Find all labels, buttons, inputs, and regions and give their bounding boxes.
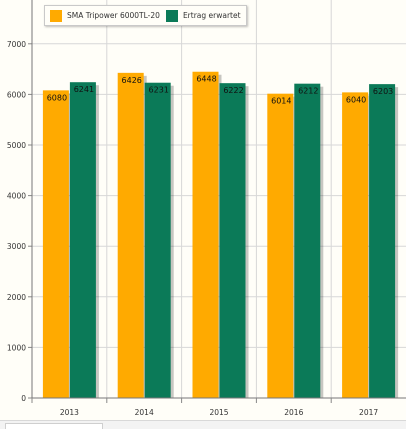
y-tick-label: 5000 xyxy=(7,141,26,150)
y-tick-label: 3000 xyxy=(7,242,26,251)
bar-sma-2013[interactable] xyxy=(42,90,69,399)
legend-item-sma[interactable]: SMA Tripower 6000TL-20 xyxy=(50,9,160,22)
axes: 0 1000 2000 3000 4000 5000 6000 7000 2013 2014 201… xyxy=(7,0,406,417)
y-tick-label: 7000 xyxy=(7,40,26,49)
bar-sma-2014[interactable] xyxy=(117,72,144,399)
bar-expected-2013[interactable] xyxy=(69,82,96,399)
bottom-tab[interactable] xyxy=(5,423,103,429)
y-tick-label: 1000 xyxy=(7,343,26,352)
legend-swatch-sma xyxy=(50,9,62,22)
bar-value-label: 6014 xyxy=(271,97,291,106)
bar-value-label: 6448 xyxy=(196,75,216,84)
bar-value-label: 6212 xyxy=(298,87,318,96)
bar-sma-2015[interactable] xyxy=(192,71,219,398)
bar-value-label: 6241 xyxy=(74,85,94,94)
x-tick-label: 2013 xyxy=(60,408,79,417)
bar-sma-2016[interactable] xyxy=(267,93,294,399)
bar-group-2014: 6426 6231 xyxy=(117,72,174,399)
bar-expected-2015[interactable] xyxy=(219,83,246,398)
x-tick-label: 2015 xyxy=(209,408,228,417)
y-tick-label: 4000 xyxy=(7,192,26,201)
bar-group-2015: 6448 6222 xyxy=(192,71,249,398)
bar-group-2013: 6080 6241 xyxy=(42,82,99,399)
legend-label-sma: SMA Tripower 6000TL-20 xyxy=(67,11,160,20)
x-tick-label: 2016 xyxy=(284,408,303,417)
x-tick-label: 2017 xyxy=(359,408,378,417)
bar-group-2016: 6014 6212 xyxy=(267,83,324,399)
bar-expected-2014[interactable] xyxy=(144,82,171,399)
bar-value-label: 6222 xyxy=(223,86,243,95)
legend-label-expected: Ertrag erwartet xyxy=(182,11,241,20)
y-tick-label: 2000 xyxy=(7,293,26,302)
legend-item-expected[interactable]: Ertrag erwartet xyxy=(165,9,241,22)
bar-value-label: 6040 xyxy=(346,95,366,104)
bottom-scroll-strip xyxy=(0,420,406,429)
bar-value-label: 6231 xyxy=(149,86,169,95)
y-tick-label: 0 xyxy=(21,394,26,403)
bar-value-label: 6203 xyxy=(373,87,393,96)
bar-groups: 6080 6241 6426 6231 6448 6222 6014 6212 6040 6203 xyxy=(42,71,399,399)
bar-group-2017: 6040 6203 xyxy=(342,84,399,398)
legend-swatch-expected xyxy=(165,9,178,22)
bar-sma-2017[interactable] xyxy=(342,92,369,398)
bar-value-label: 6080 xyxy=(47,93,67,102)
bar-expected-2017[interactable] xyxy=(369,84,396,398)
x-tick-label: 2014 xyxy=(135,408,154,417)
bar-expected-2016[interactable] xyxy=(294,83,321,399)
y-tick-label: 6000 xyxy=(7,90,26,99)
bar-value-label: 6426 xyxy=(122,76,142,85)
legend: SMA Tripower 6000TL-20 Ertrag erwartet xyxy=(44,5,247,26)
